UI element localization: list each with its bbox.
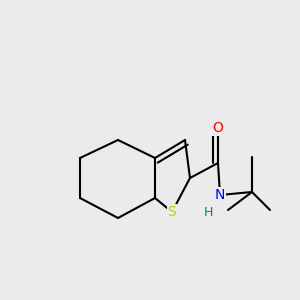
Text: O: O — [213, 121, 224, 135]
Text: S: S — [168, 205, 176, 219]
Text: N: N — [215, 188, 225, 202]
Text: H: H — [203, 206, 213, 218]
